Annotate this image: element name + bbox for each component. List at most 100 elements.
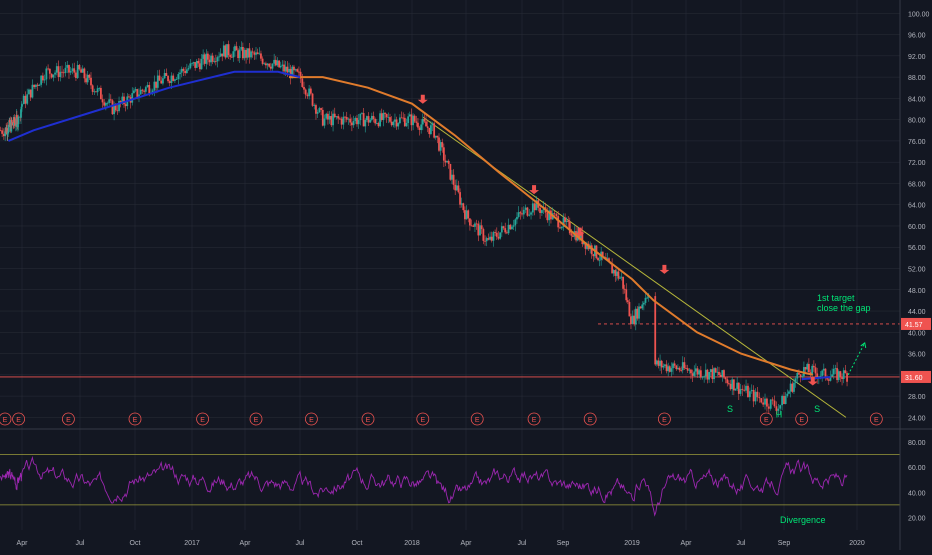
candle-body: [734, 388, 737, 391]
candle-body: [559, 227, 561, 229]
candle-body: [701, 376, 704, 378]
candle-body: [354, 117, 357, 121]
price-tick-label: 52.00: [908, 267, 926, 274]
candle-body: [304, 89, 307, 95]
candle-body: [364, 120, 367, 127]
candle-body: [237, 50, 240, 59]
candle-body: [24, 95, 27, 104]
candle-body: [203, 54, 206, 64]
candle-body: [83, 68, 86, 79]
candle-body: [15, 114, 18, 125]
candle-body: [76, 65, 79, 78]
candle-body: [284, 66, 287, 72]
candle-body: [296, 69, 299, 72]
candle-body: [395, 119, 398, 127]
candle-body: [721, 370, 724, 377]
candle-body: [139, 89, 142, 95]
candle-body: [2, 133, 5, 137]
candle-body: [177, 74, 180, 80]
candle-body: [366, 116, 368, 121]
candle-body: [779, 405, 782, 409]
candle-body: [356, 117, 358, 125]
candle-body: [20, 106, 23, 110]
candle-body: [524, 207, 527, 210]
candle-body: [281, 64, 284, 66]
projection-arrow: [847, 342, 866, 376]
candle-body: [446, 160, 448, 163]
candle-body: [318, 108, 321, 113]
candle-body: [502, 226, 505, 229]
candle-body: [839, 371, 842, 378]
time-tick-label: 2020: [849, 540, 865, 547]
candle-body: [253, 52, 256, 55]
price-axis[interactable]: 100.00 96.00 92.00 88.00 84.00 80.00 76.00 72.0…: [901, 11, 931, 422]
candle-body: [439, 142, 442, 151]
candle-body: [511, 226, 513, 230]
candle-body: [459, 192, 461, 205]
candle-body: [623, 288, 626, 290]
candle-body: [592, 254, 595, 257]
candle-body: [716, 371, 719, 373]
candle-body: [52, 74, 55, 78]
candle-body: [804, 367, 807, 370]
candle-body: [531, 203, 534, 213]
rsi-axis[interactable]: 80.00 60.00 40.00 20.00: [908, 440, 926, 522]
rsi-pane[interactable]: [0, 454, 900, 517]
candle-body: [827, 379, 830, 381]
time-axis[interactable]: Apr Jul Oct 2017 Apr Jul Oct 2018 Apr Jul Sep 2019 A…: [17, 540, 865, 547]
candle-body: [457, 185, 460, 193]
price-pane[interactable]: E E E E E E E E E E E E E E E E S H S: [0, 40, 900, 426]
candle-body: [10, 120, 13, 124]
candle-body: [205, 53, 208, 64]
candle-body: [123, 96, 125, 105]
candle-body: [691, 373, 694, 376]
candle-body: [517, 212, 520, 217]
candle-body: [497, 236, 500, 239]
candle-body: [309, 88, 312, 94]
earnings-badge-letter: E: [133, 417, 138, 424]
candle-body: [428, 127, 431, 135]
earnings-badge: [0, 412, 12, 426]
candle-body: [567, 220, 570, 222]
candle-body: [781, 395, 784, 406]
candle-body: [382, 112, 385, 120]
candle-body: [158, 75, 161, 81]
candle-body: [394, 119, 396, 122]
candle-body: [240, 46, 243, 50]
price-label-badge: [901, 370, 931, 383]
candle-body: [806, 363, 809, 370]
earnings-badge-letter: E: [475, 417, 480, 424]
candle-body: [747, 385, 749, 398]
earnings-badge: [759, 412, 773, 426]
candle-body: [260, 53, 262, 59]
rsi-tick-label: 80.00: [908, 440, 926, 447]
candle-body: [7, 132, 10, 134]
candle-body: [66, 65, 69, 68]
candle-body: [745, 385, 747, 391]
candle-body: [170, 75, 173, 83]
earnings-badge-letter: E: [66, 417, 71, 424]
candle-body: [654, 296, 657, 365]
candle-body: [197, 60, 200, 64]
candle-body: [706, 369, 709, 380]
earnings-badge: [658, 412, 671, 426]
candle-body: [156, 75, 159, 88]
candle-body: [369, 119, 372, 123]
candle-body: [286, 66, 289, 73]
moving-average-long: [289, 76, 814, 376]
candle-body: [507, 224, 510, 234]
candle-body: [390, 121, 393, 126]
candle-body: [494, 232, 497, 233]
candle-body: [327, 113, 329, 120]
candle-body: [521, 213, 523, 215]
candle-body: [246, 48, 249, 58]
candle-body: [796, 372, 799, 379]
candle-body: [59, 71, 62, 78]
candle-body: [641, 304, 644, 309]
candle-body: [699, 370, 702, 378]
candle-body: [798, 372, 800, 375]
candle-body: [696, 368, 699, 375]
candle-body: [608, 258, 610, 262]
candle-body: [146, 84, 149, 88]
